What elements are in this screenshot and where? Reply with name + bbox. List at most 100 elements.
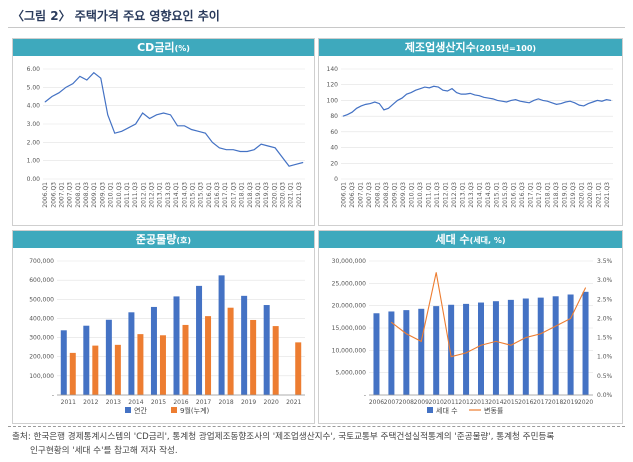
households-chart: - 5,000,000 10,000,000 15,000,000 20,000,000… — [332, 258, 613, 415]
households-change-rate-point — [495, 341, 497, 342]
cd-rate-point — [142, 112, 143, 114]
manufacturing-index-point — [483, 96, 485, 98]
households-legend-rate: 변동률 — [484, 407, 504, 415]
manufacturing-index-point — [528, 102, 530, 104]
completions-legend-annual: 연간 — [134, 406, 147, 415]
households-change-rate-line — [391, 272, 587, 358]
households-y2-tick: 0.5% — [597, 373, 613, 380]
manufacturing-index-point — [433, 85, 435, 87]
manufacturing-index-point — [542, 100, 544, 101]
cd-rate-x-tick: 2017.Q1 — [222, 182, 229, 208]
manufacturing-index-point — [578, 104, 580, 106]
completions-y-tick: 400,000 — [29, 315, 54, 322]
cd-rate-point — [93, 72, 95, 74]
manufacturing-index-point — [547, 100, 548, 102]
cd-rate-title-text: CD금리 — [137, 41, 175, 54]
manufacturing-index-x-tick: 2018.Q1 — [544, 182, 551, 208]
households-change-rate-point — [585, 287, 586, 289]
completions-y-tick: 100,000 — [29, 373, 54, 380]
manufacturing-index-x-tick: 2012.Q1 — [442, 182, 449, 208]
households-unit: (세대, %) — [469, 236, 506, 245]
cd-rate-x-tick: 2006.Q3 — [50, 182, 57, 208]
manufacturing-index-point — [488, 97, 489, 99]
households-y-tick: 15,000,000 — [332, 325, 367, 332]
households-y-tick: 25,000,000 — [332, 280, 367, 287]
manufacturing-index-point — [365, 104, 367, 105]
manufacturing-index-x-tick: 2018.Q3 — [553, 182, 560, 208]
manufacturing-index-x-tick: 2019.Q1 — [561, 182, 568, 208]
manufacturing-index-point — [342, 115, 344, 117]
households-change-rate-point — [420, 341, 422, 342]
households-x-tick: 2013 — [473, 399, 488, 406]
cd-rate-point — [44, 101, 46, 103]
completions-bar — [159, 335, 166, 395]
cd-rate-point — [156, 114, 157, 116]
cd-rate-point — [232, 149, 234, 151]
manufacturing-index-y-tick: 120 — [327, 82, 339, 89]
households-y2-tick: 3.5% — [597, 258, 613, 265]
households-bar — [448, 304, 455, 395]
cd-rate-x-tick: 2010.Q3 — [116, 182, 123, 208]
cd-rate-y-tick: 3.00 — [27, 121, 41, 128]
cd-rate-x-tick: 2021.Q1 — [288, 182, 295, 208]
manufacturing-index-point — [424, 86, 426, 88]
manufacturing-index-point — [406, 93, 407, 95]
cd-rate-x-tick: 2020.Q3 — [280, 182, 287, 208]
manufacturing-index-x-tick: 2021.Q3 — [604, 182, 611, 208]
households-bar — [507, 299, 514, 395]
source-divider — [8, 426, 625, 427]
households-x-tick: 2008 — [399, 399, 414, 406]
manufacturing-index-point — [492, 98, 494, 100]
households-bar — [582, 291, 589, 395]
households-y2-tick: 0.0% — [597, 392, 613, 399]
manufacturing-index-y-tick: 60 — [330, 129, 338, 136]
cd-rate-x-tick: 2008.Q1 — [75, 182, 82, 208]
manufacturing-index-y-tick: 140 — [327, 66, 339, 73]
completions-panel: 준공물량(호) - 100,000 200,000 300,000 400,000 500… — [12, 230, 315, 424]
cd-rate-chart: 0.00 1.00 2.00 3.00 4.00 5.00 6.00 2006.Q1 2006.… — [27, 66, 305, 208]
manufacturing-index-point — [569, 100, 571, 102]
completions-bar — [150, 306, 157, 395]
households-x-tick: 2010 — [429, 399, 444, 406]
completions-bar — [196, 285, 203, 395]
manufacturing-index-point — [419, 88, 421, 89]
manufacturing-index-x-tick: 2019.Q3 — [570, 182, 577, 208]
cd-rate-x-tick: 2016.Q1 — [206, 182, 213, 208]
manufacturing-index-point — [451, 88, 453, 89]
source-line-1: 출처: 한국은행 경제통계시스템의 'CD금리', 통계청 광업제조동향조사의 … — [12, 432, 555, 442]
completions-bar — [182, 324, 189, 395]
manufacturing-index-point — [506, 101, 507, 103]
cd-rate-x-tick: 2010.Q1 — [108, 182, 115, 208]
manufacturing-index-x-tick: 2007.Q1 — [357, 182, 364, 208]
manufacturing-index-point — [465, 93, 466, 95]
cd-rate-point — [218, 147, 220, 149]
manufacturing-index-title-text: 제조업생산지수 — [404, 41, 476, 54]
cd-rate-point — [198, 130, 199, 132]
manufacturing-index-x-tick: 2014.Q1 — [476, 182, 483, 208]
completions-x-tick: 2015 — [151, 399, 166, 406]
cd-rate-point — [58, 92, 60, 94]
manufacturing-index-point — [565, 101, 566, 103]
cd-rate-point — [212, 141, 213, 143]
households-x-tick: 2007 — [384, 399, 399, 406]
cd-rate-x-tick: 2006.Q1 — [42, 182, 49, 208]
households-bar — [492, 301, 499, 395]
cd-rate-series-line — [44, 71, 304, 167]
cd-rate-x-tick: 2019.Q1 — [255, 182, 262, 208]
completions-x-tick: 2021 — [286, 399, 301, 406]
manufacturing-index-x-tick: 2011.Q3 — [434, 182, 441, 208]
manufacturing-index-x-tick: 2007.Q3 — [366, 182, 373, 208]
cd-rate-point — [246, 151, 248, 152]
manufacturing-index-point — [537, 98, 539, 100]
cd-rate-x-tick: 2021.Q3 — [296, 182, 303, 208]
cd-rate-point — [239, 151, 241, 152]
manufacturing-index-point — [574, 102, 576, 104]
manufacturing-index-point — [587, 103, 589, 104]
households-x-tick: 2018 — [548, 399, 563, 406]
completions-y-tick: 500,000 — [29, 296, 54, 303]
households-y-tick: 20,000,000 — [332, 303, 367, 310]
source-note: 출처: 한국은행 경제통계시스템의 'CD금리', 통계청 광업제조동향조사의 … — [12, 430, 620, 458]
manufacturing-index-y-tick: 40 — [330, 145, 338, 152]
completions-y-tick: 600,000 — [29, 277, 54, 284]
cd-rate-point — [260, 143, 262, 145]
